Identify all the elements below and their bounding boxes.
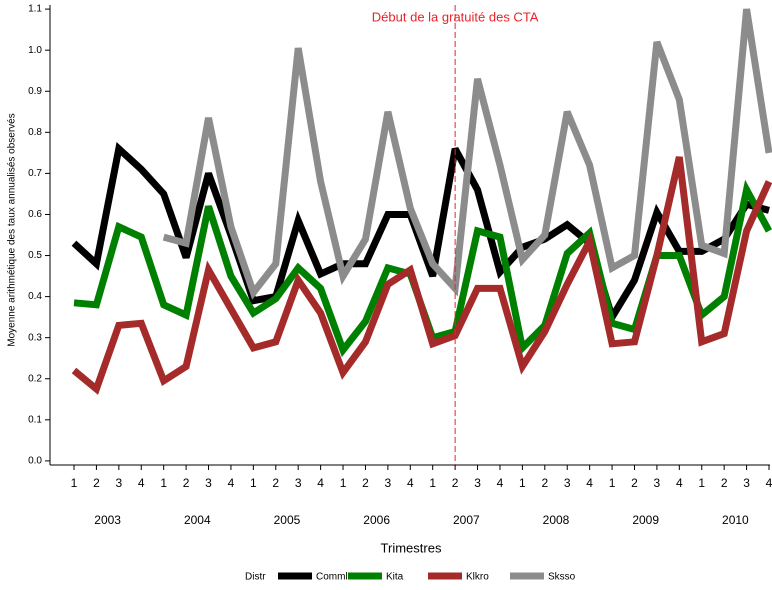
x-tick-label: 2 — [721, 476, 728, 490]
y-tick-label: 0.2 — [28, 373, 42, 384]
y-tick-label: 0.3 — [28, 332, 42, 343]
x-tick-label: 4 — [497, 476, 504, 490]
legend-label: Comml — [316, 572, 348, 583]
x-tick-label: 1 — [698, 476, 705, 490]
x-tick-label: 3 — [474, 476, 481, 490]
x-tick-label: 3 — [564, 476, 571, 490]
year-label: 2003 — [94, 513, 121, 527]
x-tick-label: 4 — [766, 476, 772, 490]
x-tick-label: 1 — [429, 476, 436, 490]
x-tick-label: 3 — [115, 476, 122, 490]
x-tick-label: 3 — [743, 476, 750, 490]
year-label: 2004 — [184, 513, 211, 527]
x-tick-label: 4 — [317, 476, 324, 490]
legend-label: Sksso — [548, 572, 576, 583]
x-tick-label: 2 — [272, 476, 279, 490]
x-tick-label: 3 — [295, 476, 302, 490]
y-axis-title: Moyenne arithmétique des taux annualisés… — [7, 113, 18, 346]
year-label: 2005 — [274, 513, 301, 527]
x-axis-title: Trimestres — [381, 540, 442, 555]
x-tick-label: 2 — [452, 476, 459, 490]
year-label: 2007 — [453, 513, 480, 527]
series-line — [71, 156, 772, 395]
y-tick-label: 0.1 — [28, 414, 42, 425]
x-tick-label: 1 — [160, 476, 167, 490]
x-tick-label: 1 — [250, 476, 257, 490]
year-label: 2010 — [722, 513, 749, 527]
x-tick-label: 4 — [138, 476, 145, 490]
legend-label: Kita — [386, 572, 404, 583]
x-tick-label: 2 — [362, 476, 369, 490]
y-tick-label: 0.6 — [28, 209, 42, 220]
y-tick-label: 0.8 — [28, 127, 42, 138]
x-tick-label: 1 — [519, 476, 526, 490]
annotation: Début de la gratuité des CTA — [372, 9, 539, 24]
y-tick-label: 0.0 — [28, 456, 42, 467]
x-tick-label: 4 — [676, 476, 683, 490]
x-tick-label: 3 — [385, 476, 392, 490]
legend-label: Klkro — [466, 572, 489, 583]
y-tick-label: 0.9 — [28, 86, 42, 97]
x-tick-label: 2 — [631, 476, 638, 490]
y-tick-label: 0.5 — [28, 250, 42, 261]
x-tick-label: 4 — [586, 476, 593, 490]
x-tick-label: 3 — [205, 476, 212, 490]
x-tick-label: 4 — [228, 476, 235, 490]
x-tick-label: 2 — [93, 476, 100, 490]
year-label: 2006 — [363, 513, 390, 527]
year-label: 2009 — [632, 513, 659, 527]
y-tick-label: 1.0 — [28, 45, 42, 56]
y-tick-label: 0.7 — [28, 168, 42, 179]
x-tick-label: 2 — [183, 476, 190, 490]
year-label: 2008 — [543, 513, 570, 527]
x-tick-label: 3 — [654, 476, 661, 490]
y-tick-label: 1.1 — [28, 4, 42, 15]
legend-title: Distr — [245, 572, 266, 583]
series-line — [162, 8, 772, 300]
x-tick-label: 1 — [71, 476, 78, 490]
x-tick-label: 2 — [541, 476, 548, 490]
x-tick-label: 1 — [609, 476, 616, 490]
y-tick-label: 0.4 — [28, 291, 42, 302]
x-tick-label: 4 — [407, 476, 414, 490]
x-tick-label: 1 — [340, 476, 347, 490]
